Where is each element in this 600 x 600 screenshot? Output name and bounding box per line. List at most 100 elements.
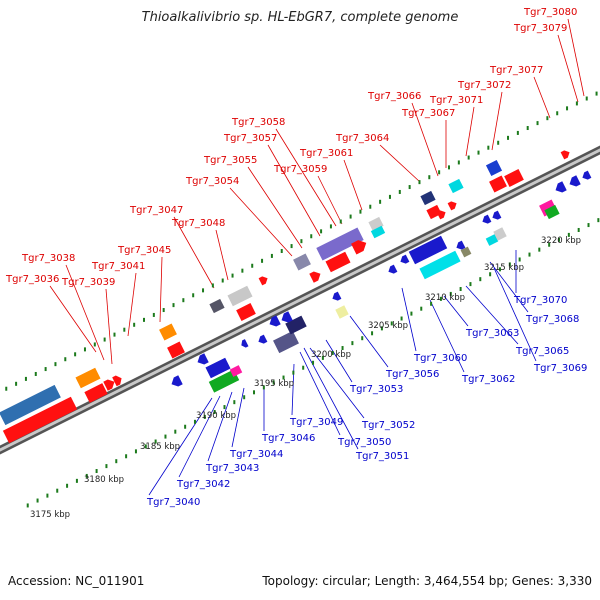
forward-gene-label[interactable]: Tgr7_3079 [513,23,567,34]
reverse-gene-label[interactable]: Tgr7_3062 [461,374,515,385]
fwd-gene-block[interactable] [489,175,507,193]
forward-gene-label[interactable]: Tgr7_3071 [429,95,483,106]
rev-gene-block[interactable] [273,330,299,354]
reverse-gene-label[interactable]: Tgr7_3053 [349,384,403,395]
fwd-arrow[interactable] [447,200,459,211]
forward-gene-label[interactable]: Tgr7_3077 [489,65,543,76]
rev-gene-block[interactable] [205,357,231,379]
fwd-gene-block[interactable] [84,383,108,403]
guide-dot [349,214,352,219]
forward-gene-label[interactable]: Tgr7_3048 [171,218,225,229]
fwd-gene-block[interactable] [236,303,256,321]
forward-gene-label[interactable]: Tgr7_3055 [203,155,257,166]
fwd-arrow[interactable] [103,377,116,391]
guide-dot [388,194,391,199]
forward-gene-label[interactable]: Tgr7_3067 [401,108,455,119]
fwd-gene-block[interactable] [0,384,61,426]
forward-gene-label[interactable]: Tgr7_3059 [273,164,327,175]
rev-arrow[interactable] [481,214,492,226]
forward-gene-label[interactable]: Tgr7_3072 [457,80,511,91]
forward-gene-label[interactable]: Tgr7_3036 [5,274,59,285]
fwd-arrow[interactable] [560,149,572,160]
forward-leader-line [411,102,439,177]
forward-gene-label[interactable]: Tgr7_3047 [129,205,183,216]
reverse-gene-label[interactable]: Tgr7_3065 [515,346,569,357]
reverse-gene-label[interactable]: Tgr7_3043 [205,463,259,474]
rev-gene-block[interactable] [285,315,307,335]
reverse-gene-label[interactable]: Tgr7_3044 [229,449,283,460]
fwd-gene-block[interactable] [504,169,524,187]
fwd-gene-block[interactable] [227,285,253,307]
reverse-gene-label[interactable]: Tgr7_3056 [385,369,439,380]
forward-gene-label[interactable]: Tgr7_3041 [91,261,145,272]
rev-arrow[interactable] [387,264,398,276]
reverse-gene-label[interactable]: Tgr7_3068 [525,314,579,325]
forward-gene-label[interactable]: Tgr7_3066 [367,91,421,102]
forward-gene-label[interactable]: Tgr7_3080 [523,7,577,18]
reverse-gene-label[interactable]: Tgr7_3069 [533,363,587,374]
fwd-gene-block[interactable] [420,190,436,206]
fwd-gene-block[interactable] [293,253,311,271]
fwd-arrow[interactable] [309,269,322,283]
rev-gene-block[interactable] [229,365,243,377]
reverse-gene-label[interactable]: Tgr7_3052 [361,420,415,431]
forward-gene-label[interactable]: Tgr7_3039 [61,277,115,288]
rev-gene-block[interactable] [408,235,448,265]
rev-gene-block[interactable] [208,369,240,393]
rev-arrow[interactable] [553,181,567,194]
rev-arrow[interactable] [257,334,268,346]
forward-leader-line [379,144,421,183]
fwd-gene-block[interactable] [209,298,225,314]
reverse-gene-label[interactable]: Tgr7_3063 [465,328,519,339]
fwd-arrow[interactable] [112,374,124,387]
fwd-gene-block[interactable] [448,178,464,194]
fwd-arrow[interactable] [436,209,448,220]
forward-gene-label[interactable]: Tgr7_3064 [335,133,389,144]
rev-arrow[interactable] [491,210,502,222]
guide-dot [467,155,470,160]
reverse-gene-label[interactable]: Tgr7_3051 [355,451,409,462]
rev-arrow[interactable] [581,170,592,182]
reverse-gene-label[interactable]: Tgr7_3042 [176,479,230,490]
fwd-arrow[interactable] [351,238,369,255]
reverse-gene-label[interactable]: Tgr7_3050 [337,437,391,448]
rev-arrow[interactable] [567,175,581,188]
forward-gene-label[interactable]: Tgr7_3038 [21,253,75,264]
reverse-gene-label[interactable]: Tgr7_3040 [146,497,200,508]
reverse-gene-label[interactable]: Tgr7_3049 [289,417,343,428]
rev-arrow[interactable] [195,353,209,366]
rev-arrow[interactable] [279,311,293,324]
fwd-gene-block[interactable] [370,225,386,239]
reverse-gene-label[interactable]: Tgr7_3070 [513,295,567,306]
fwd-gene-block[interactable] [426,204,442,220]
forward-gene-label[interactable]: Tgr7_3054 [185,176,239,187]
rev-arrow[interactable] [267,315,281,328]
fwd-gene-block[interactable] [167,341,185,359]
rev-arrow[interactable] [331,291,342,303]
rev-arrow[interactable] [240,339,249,349]
rev-gene-block[interactable] [544,204,560,220]
guide-dot [46,493,49,498]
fwd-gene-block[interactable] [159,323,177,341]
rev-arrow[interactable] [455,240,466,252]
fwd-gene-block[interactable] [316,227,364,261]
rev-gene-block[interactable] [419,250,461,280]
forward-gene-label[interactable]: Tgr7_3057 [223,133,277,144]
rev-gene-block[interactable] [460,246,472,258]
fwd-gene-block[interactable] [325,251,351,273]
fwd-gene-block[interactable] [485,159,503,177]
rev-gene-block[interactable] [485,234,499,246]
forward-gene-label[interactable]: Tgr7_3061 [299,148,353,159]
forward-gene-label[interactable]: Tgr7_3058 [231,117,285,128]
fwd-arrow[interactable] [258,275,270,286]
fwd-gene-block[interactable] [2,396,78,444]
reverse-gene-label[interactable]: Tgr7_3046 [261,433,315,444]
rev-arrow[interactable] [169,375,183,388]
guide-dot [487,145,490,150]
rev-gene-block[interactable] [493,227,507,241]
forward-gene-label[interactable]: Tgr7_3045 [117,245,171,256]
fwd-gene-block[interactable] [75,367,101,389]
rev-arrow[interactable] [399,254,410,266]
rev-gene-block[interactable] [335,305,349,319]
reverse-gene-label[interactable]: Tgr7_3060 [413,353,467,364]
